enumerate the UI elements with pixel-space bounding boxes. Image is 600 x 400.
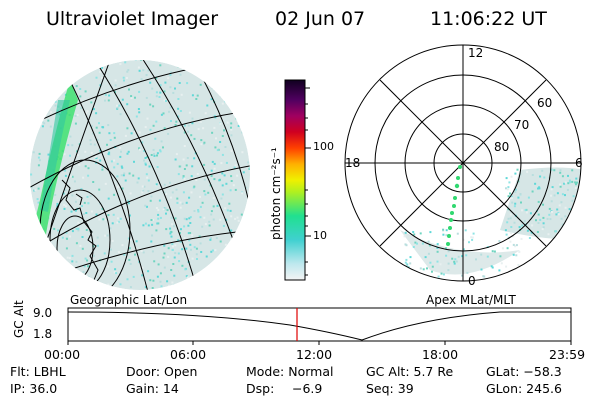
apex-projection-label: Apex MLat/MLT <box>426 293 516 307</box>
auroral-oval-points <box>446 165 462 246</box>
timeline-xtick-2359: 23:59 <box>549 347 586 362</box>
timeline-ytick-9: 9.0 <box>33 306 53 320</box>
timeline-ylabel: GC Alt <box>12 300 26 338</box>
ip-status: IP: 36.0 <box>10 381 58 396</box>
altitude-timeline <box>67 307 572 345</box>
timeline-xtick-1800: 18:00 <box>422 347 459 362</box>
filter-status: Flt: LBHL <box>10 364 66 379</box>
timeline-xtick-0000: 00:00 <box>44 347 81 362</box>
dsp-value: −6.9 <box>292 381 323 396</box>
mlt-label-18: 18 <box>345 156 361 170</box>
timeline-ytick-1-8: 1.8 <box>33 327 53 341</box>
mode-status: Mode: Normal <box>246 364 334 379</box>
seq-status: Seq: 39 <box>366 381 414 396</box>
lat-label-70: 70 <box>514 118 530 132</box>
time-label: 11:06:22 UT <box>430 8 547 30</box>
polar-plot <box>344 44 582 282</box>
timeline-xtick-0600: 06:00 <box>170 347 207 362</box>
geographic-image <box>30 60 250 290</box>
geographic-projection-label: Geographic Lat/Lon <box>70 293 188 307</box>
app-title: Ultraviolet Imager <box>46 8 219 30</box>
mlt-label-6: 6 <box>575 156 583 170</box>
date-label: 02 Jun 07 <box>275 8 366 30</box>
gc-alt-status: GC Alt: 5.7 Re <box>366 364 454 379</box>
timeline-xtick-1200: 12:00 <box>296 347 333 362</box>
dsp-label: Dsp: <box>246 381 275 396</box>
colorbar-tick-100: 100 <box>313 140 334 153</box>
mlt-label-0: 0 <box>468 274 476 288</box>
door-status: Door: Open <box>126 364 198 379</box>
mlt-label-12: 12 <box>468 46 484 60</box>
lat-label-80: 80 <box>494 140 510 154</box>
glat-status: GLat: −58.3 <box>486 364 562 379</box>
glon-status: GLon: 245.6 <box>486 381 562 396</box>
gain-status: Gain: 14 <box>126 381 179 396</box>
colorbar-tick-10: 10 <box>313 229 327 242</box>
colorbar-unit-label: photon cm⁻²s⁻¹ <box>269 147 283 240</box>
color-scale-bar <box>284 79 306 281</box>
lat-label-60: 60 <box>537 96 553 110</box>
